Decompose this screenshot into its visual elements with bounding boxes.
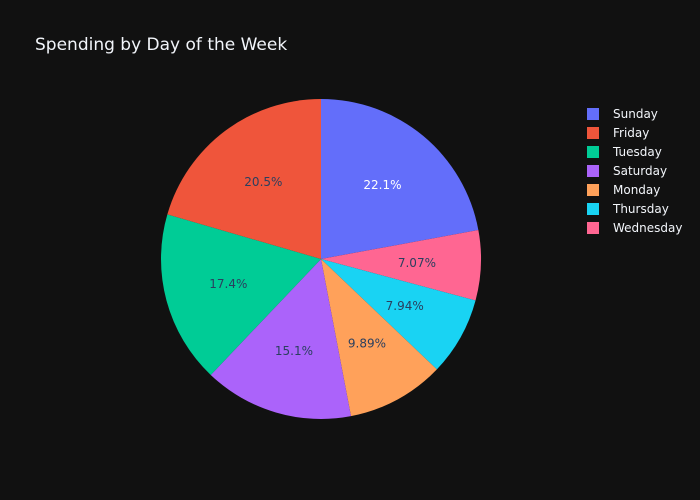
pie-slice-sunday[interactable] (321, 99, 479, 259)
legend-swatch-tuesday (587, 146, 599, 158)
legend-item-monday[interactable]: Monday (587, 183, 660, 197)
legend-label-thursday: Thursday (612, 202, 669, 216)
legend-label-wednesday: Wednesday (613, 221, 682, 235)
legend-label-friday: Friday (613, 126, 649, 140)
slice-label-thursday: 7.94% (386, 299, 424, 313)
legend-item-sunday[interactable]: Sunday (587, 107, 658, 121)
pie-slice-friday[interactable] (167, 99, 321, 259)
legend-swatch-monday (587, 184, 599, 196)
legend-label-monday: Monday (613, 183, 660, 197)
chart-title: Spending by Day of the Week (35, 35, 287, 55)
legend-swatch-sunday (587, 108, 599, 120)
pie-slice-monday[interactable] (321, 259, 437, 417)
pie-slice-labels: 22.1% 7.07% 7.94% 9.89% 15.1% 17.4% 20.5% (209, 175, 436, 358)
slice-label-monday: 9.89% (348, 336, 386, 350)
pie-slice-thursday[interactable] (321, 259, 476, 370)
legend-label-saturday: Saturday (613, 164, 667, 178)
legend-item-tuesday[interactable]: Tuesday (587, 145, 662, 159)
legend-item-friday[interactable]: Friday (587, 126, 649, 140)
slice-label-tuesday: 17.4% (209, 277, 247, 291)
pie-slice-wednesday[interactable] (321, 230, 481, 301)
legend-swatch-friday (587, 127, 599, 139)
legend-label-tuesday: Tuesday (612, 145, 662, 159)
pie-slices (161, 99, 481, 419)
slice-label-sunday: 22.1% (363, 178, 401, 192)
slice-label-friday: 20.5% (244, 175, 282, 189)
legend-swatch-saturday (587, 165, 599, 177)
legend-item-thursday[interactable]: Thursday (587, 202, 669, 216)
legend-swatch-wednesday (587, 222, 599, 234)
pie-slice-tuesday[interactable] (161, 214, 321, 375)
slice-label-wednesday: 7.07% (398, 256, 436, 270)
legend-label-sunday: Sunday (613, 107, 658, 121)
legend-swatch-thursday (587, 203, 599, 215)
pie-slice-saturday[interactable] (210, 259, 351, 419)
legend: Sunday Friday Tuesday Saturday Monday Thursda… (587, 107, 682, 235)
legend-item-saturday[interactable]: Saturday (587, 164, 667, 178)
legend-item-wednesday[interactable]: Wednesday (587, 221, 682, 235)
slice-label-saturday: 15.1% (275, 344, 313, 358)
